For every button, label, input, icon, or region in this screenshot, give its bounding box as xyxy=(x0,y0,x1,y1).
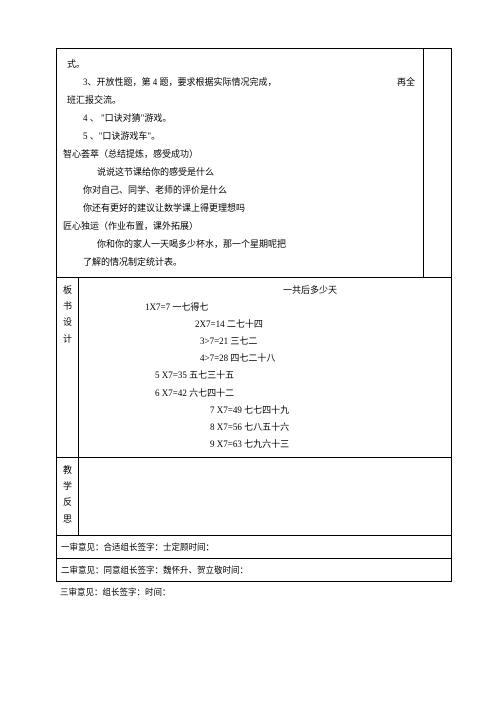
mult-line: 9 X7=63 七九六十三 xyxy=(85,436,445,453)
mult-line: 4>7=28 四七二十八 xyxy=(85,350,445,367)
mult-line: 3>7=21 三七二 xyxy=(85,333,445,350)
board-content-cell: 一共后多少天 1X7=7 一七得七 2X7=14 二七十四 3>7=21 三七二… xyxy=(79,278,452,458)
reflection-content-cell xyxy=(79,457,452,535)
text-line: 你对自己、同学、老师的评价是什么 xyxy=(67,181,415,199)
text-line: 说说这节课给你的感受是什么 xyxy=(67,163,415,181)
reflection-label-cell: 教 学 反 思 xyxy=(57,457,79,535)
main-content-row: 式。 3、开放性题，第 4 题，要求根据实际情况完成， 再全 班汇报交流。 4 … xyxy=(57,49,452,278)
text-line: 你和你的家人一天喝多少杯水，那一个星期呢把 xyxy=(67,235,415,253)
board-title: 一共后多少天 xyxy=(85,282,445,299)
text-line: 式。 xyxy=(67,55,415,73)
lesson-plan-table: 式。 3、开放性题，第 4 题，要求根据实际情况完成， 再全 班汇报交流。 4 … xyxy=(56,48,452,582)
review-1-cell: 一审意见：合适组长签字：士定顾时间： xyxy=(57,535,452,558)
mult-line: 5 X7=35 五七三十五 xyxy=(85,367,445,384)
text-line: 你还有更好的建议让数学课上得更理想吗 xyxy=(67,199,415,217)
section-title: 匠心独运（作业布置，课外拓展） xyxy=(63,217,415,235)
review-2-cell: 二审意见：同意组长签字：魏怀升、贺立敬时间： xyxy=(57,558,452,581)
section-title: 智心荟萃（总结提炼，感受成功） xyxy=(63,145,415,163)
review-3-text: 三审意见：组长签字：时间： xyxy=(56,582,452,602)
right-margin-cell xyxy=(424,49,452,278)
text-line: 了解的情况制定统计表。 xyxy=(67,253,415,271)
mult-line: 7 X7=49 七七四十九 xyxy=(85,402,445,419)
mult-line: 1X7=7 一七得七 xyxy=(85,299,445,316)
reflection-row: 教 学 反 思 xyxy=(57,457,452,535)
mult-line: 2X7=14 二七十四 xyxy=(85,316,445,333)
board-label-cell: 板 书 设 计 xyxy=(57,278,79,458)
mult-line: 8 X7=56 七八五十六 xyxy=(85,419,445,436)
mult-line: 6 X7=42 六七四十二 xyxy=(85,385,445,402)
text-line: 班汇报交流。 xyxy=(67,91,415,109)
text-line: 3、开放性题，第 4 题，要求根据实际情况完成， 再全 xyxy=(67,73,415,91)
review-row-1: 一审意见：合适组长签字：士定顾时间： xyxy=(57,535,452,558)
main-content-cell: 式。 3、开放性题，第 4 题，要求根据实际情况完成， 再全 班汇报交流。 4 … xyxy=(57,49,424,278)
review-row-2: 二审意见：同意组长签字：魏怀升、贺立敬时间： xyxy=(57,558,452,581)
text-line: 4 、 "口诀对猜"游戏。 xyxy=(67,109,415,127)
text-line: 5 、"口诀游戏车"。 xyxy=(67,127,415,145)
board-design-row: 板 书 设 计 一共后多少天 1X7=7 一七得七 2X7=14 二七十四 3>… xyxy=(57,278,452,458)
